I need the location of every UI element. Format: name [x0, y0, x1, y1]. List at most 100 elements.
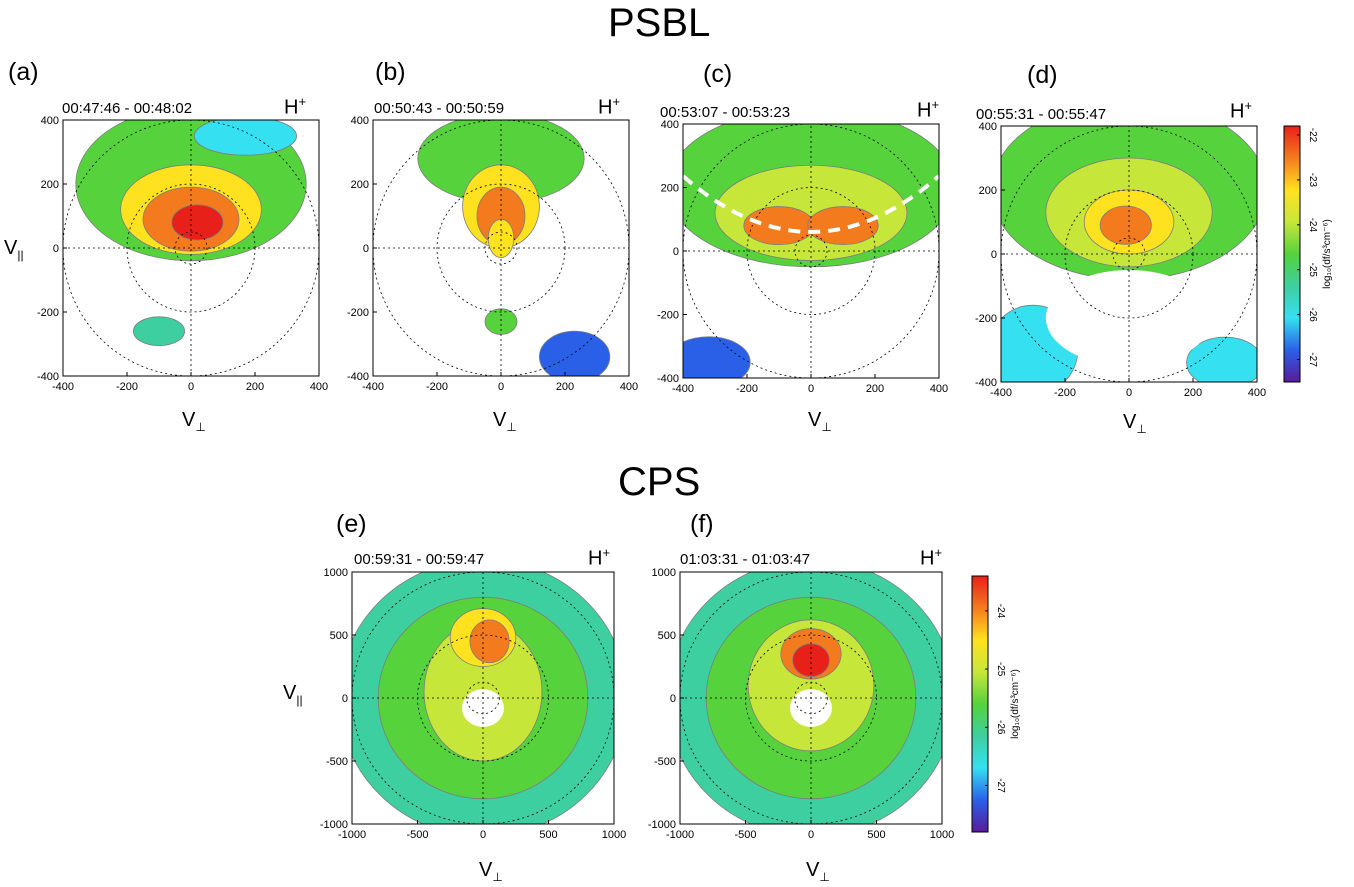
velocity-grid: [352, 572, 614, 824]
colorbar-tick-label: -27: [1307, 352, 1318, 367]
y-tick-label: -400: [347, 371, 369, 383]
panel-b-letter: (b): [375, 58, 406, 86]
panel-f-xlabel: V⊥: [806, 859, 830, 884]
y-tick-label: 200: [351, 179, 369, 191]
y-tick-label: -500: [654, 756, 676, 768]
x-tick-label: 1000: [602, 829, 626, 841]
x-tick-label: -1000: [338, 829, 366, 841]
contour-region-6: [539, 330, 611, 376]
x-tick-label: 400: [930, 383, 948, 395]
y-tick-label: 0: [53, 243, 59, 255]
y-tick-label: 1000: [652, 567, 676, 579]
y-tick-label: 400: [661, 119, 679, 131]
panel-f-time: 01:03:31 - 01:03:47: [680, 551, 811, 568]
x-tick-label: -400: [672, 383, 694, 395]
y-tick-label: -200: [975, 313, 997, 325]
y-tick-label: -400: [975, 377, 997, 389]
y-tick-label: 1000: [324, 567, 348, 579]
x-tick-label: 0: [188, 381, 194, 393]
x-tick-label: 400: [1248, 387, 1266, 399]
contour-region-4: [171, 204, 224, 241]
panel-e-ylabel: V||: [283, 682, 303, 707]
panel-c-letter: (c): [703, 60, 733, 88]
y-tick-label: 400: [41, 115, 59, 127]
x-tick-label: 0: [480, 829, 486, 841]
y-tick-label: 200: [661, 183, 679, 195]
y-tick-label: 400: [979, 121, 997, 133]
panel-d-species: H+: [1230, 98, 1253, 123]
x-tick-label: 500: [539, 829, 557, 841]
panel-b-xlabel: V⊥: [493, 409, 517, 434]
panel-f-plot: -1000 -500 0 500 1000 1000 500 0 -500 -1000: [648, 567, 954, 841]
panel-a-ylabel: V||: [4, 237, 24, 262]
colorbar-tick-label: -25: [995, 662, 1006, 677]
x-tick-label: -500: [406, 829, 428, 841]
colorbar-cps: -24 -25 -26 -27 log₁₀(df/s³cm⁻⁶): [971, 575, 1021, 833]
x-tick-label: 200: [246, 381, 264, 393]
panel-a-species: H+: [284, 94, 307, 119]
panel-b-species: H+: [598, 94, 621, 119]
psbl-title: PSBL: [608, 1, 711, 45]
y-tick-label: 0: [342, 693, 348, 705]
colorbar-psbl: -22 -23 -24 -25 -26 -27 log₁₀(df/s³cm⁻⁶): [1283, 125, 1333, 383]
y-tick-label: 500: [330, 630, 348, 642]
y-tick-label: 200: [979, 185, 997, 197]
panel-c-xlabel: V⊥: [808, 409, 832, 434]
colorbar-gradient: [971, 575, 989, 833]
panel-e-xlabel: V⊥: [479, 859, 503, 884]
panel-b-plot: -400 -200 0 200 400 400 200 0 -200 -400: [347, 115, 638, 393]
panel-e-species: H+: [588, 545, 611, 570]
x-tick-label: -1000: [666, 829, 694, 841]
panel-a-plot: -400 -200 0 200 400 400 200 0 -200 -400: [37, 115, 328, 393]
data-gap: [727, 266, 895, 363]
y-tick-label: 400: [351, 115, 369, 127]
cps-title: CPS: [618, 460, 701, 504]
contour-region-6: [1186, 336, 1257, 382]
x-tick-label: 0: [1126, 387, 1132, 399]
x-tick-label: 0: [808, 829, 814, 841]
colorbar-tick-label: -26: [1307, 307, 1318, 322]
x-tick-label: -200: [736, 383, 758, 395]
colorbar-tick-label: -23: [1307, 173, 1318, 188]
y-tick-label: 200: [41, 179, 59, 191]
panel-c-plot: -400 -200 0 200 400 400 200 0 -200 -400: [657, 119, 948, 395]
y-tick-label: 0: [673, 246, 679, 258]
x-tick-label: 500: [867, 829, 885, 841]
panel-e-plot: -1000 -500 0 500 1000 1000 500 0 -500 -1000: [320, 567, 626, 841]
x-tick-label: 200: [556, 381, 574, 393]
x-tick-label: -200: [426, 381, 448, 393]
panel-e-time: 00:59:31 - 00:59:47: [354, 551, 485, 568]
panel-a-time: 00:47:46 - 00:48:02: [62, 100, 193, 117]
panel-c-species: H+: [917, 97, 940, 122]
x-tick-label: -400: [362, 381, 384, 393]
y-tick-label: -1000: [320, 819, 348, 831]
colorbar-tick-label: -27: [995, 778, 1006, 793]
x-tick-label: 400: [310, 381, 328, 393]
colorbar-gradient: [1283, 125, 1301, 383]
velocity-grid: [373, 120, 629, 376]
y-tick-label: -200: [657, 310, 679, 322]
y-tick-label: -400: [37, 371, 59, 383]
contour-region-6: [193, 120, 297, 156]
x-tick-label: -200: [116, 381, 138, 393]
velocity-grid: [1001, 126, 1257, 382]
panel-e-letter: (e): [336, 510, 367, 538]
x-tick-label: 200: [1184, 387, 1202, 399]
colorbar-tick-label: -25: [1307, 262, 1318, 277]
contour-region-3: [747, 619, 875, 752]
contour-region-5: [469, 619, 510, 664]
panel-f-letter: (f): [690, 510, 714, 538]
y-tick-label: -1000: [648, 819, 676, 831]
colorbar-tick-label: -26: [995, 720, 1006, 735]
panel-a-xlabel: V⊥: [182, 409, 206, 434]
x-tick-label: -400: [990, 387, 1012, 399]
contour-region-5: [133, 316, 186, 347]
x-tick-label: -400: [52, 381, 74, 393]
contour-region-5: [683, 336, 751, 378]
panel-f-species: H+: [920, 545, 943, 570]
y-tick-label: 0: [363, 243, 369, 255]
colorbar-label: log₁₀(df/s³cm⁻⁶): [1322, 219, 1333, 289]
y-tick-label: -400: [657, 373, 679, 385]
panel-d-letter: (d): [1027, 61, 1058, 89]
y-tick-label: 0: [991, 249, 997, 261]
